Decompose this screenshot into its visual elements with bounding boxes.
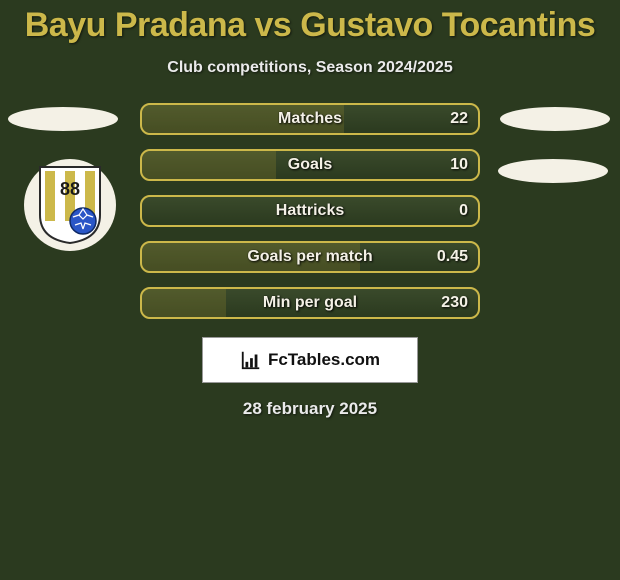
stats-list: Matches 22 Goals 10 Hattricks 0 Goals pe… bbox=[140, 103, 480, 319]
stat-bar-min-per-goal: Min per goal 230 bbox=[140, 287, 480, 319]
page-title: Bayu Pradana vs Gustavo Tocantins bbox=[0, 0, 620, 45]
date-label: 28 february 2025 bbox=[0, 399, 620, 419]
stat-label: Goals bbox=[288, 156, 332, 174]
chart-icon bbox=[240, 349, 262, 371]
stat-label: Min per goal bbox=[263, 294, 357, 312]
stat-bar-goals: Goals 10 bbox=[140, 149, 480, 181]
stat-bar-matches: Matches 22 bbox=[140, 103, 480, 135]
stat-value: 0.45 bbox=[437, 248, 468, 266]
page-subtitle: Club competitions, Season 2024/2025 bbox=[0, 59, 620, 77]
player-slot-left bbox=[8, 107, 118, 131]
player-slot-right-2 bbox=[498, 159, 608, 183]
stat-label: Hattricks bbox=[276, 202, 344, 220]
club-badge-icon: 88 bbox=[35, 165, 105, 245]
comparison-area: 88 Matches 22 Goals 10 Hattricks 0 Goals… bbox=[0, 103, 620, 419]
brand-badge[interactable]: FcTables.com bbox=[202, 337, 418, 383]
stat-value: 10 bbox=[450, 156, 468, 174]
stat-label: Matches bbox=[278, 110, 342, 128]
badge-number: 88 bbox=[60, 179, 80, 199]
stat-value: 230 bbox=[441, 294, 468, 312]
stat-bar-goals-per-match: Goals per match 0.45 bbox=[140, 241, 480, 273]
stat-value: 22 bbox=[450, 110, 468, 128]
stat-value: 0 bbox=[459, 202, 468, 220]
player-slot-right-1 bbox=[500, 107, 610, 131]
club-badge: 88 bbox=[24, 159, 116, 251]
stat-bar-hattricks: Hattricks 0 bbox=[140, 195, 480, 227]
stat-fill bbox=[142, 151, 276, 179]
stat-label: Goals per match bbox=[247, 248, 372, 266]
stat-fill bbox=[142, 289, 226, 317]
brand-text: FcTables.com bbox=[268, 350, 380, 370]
